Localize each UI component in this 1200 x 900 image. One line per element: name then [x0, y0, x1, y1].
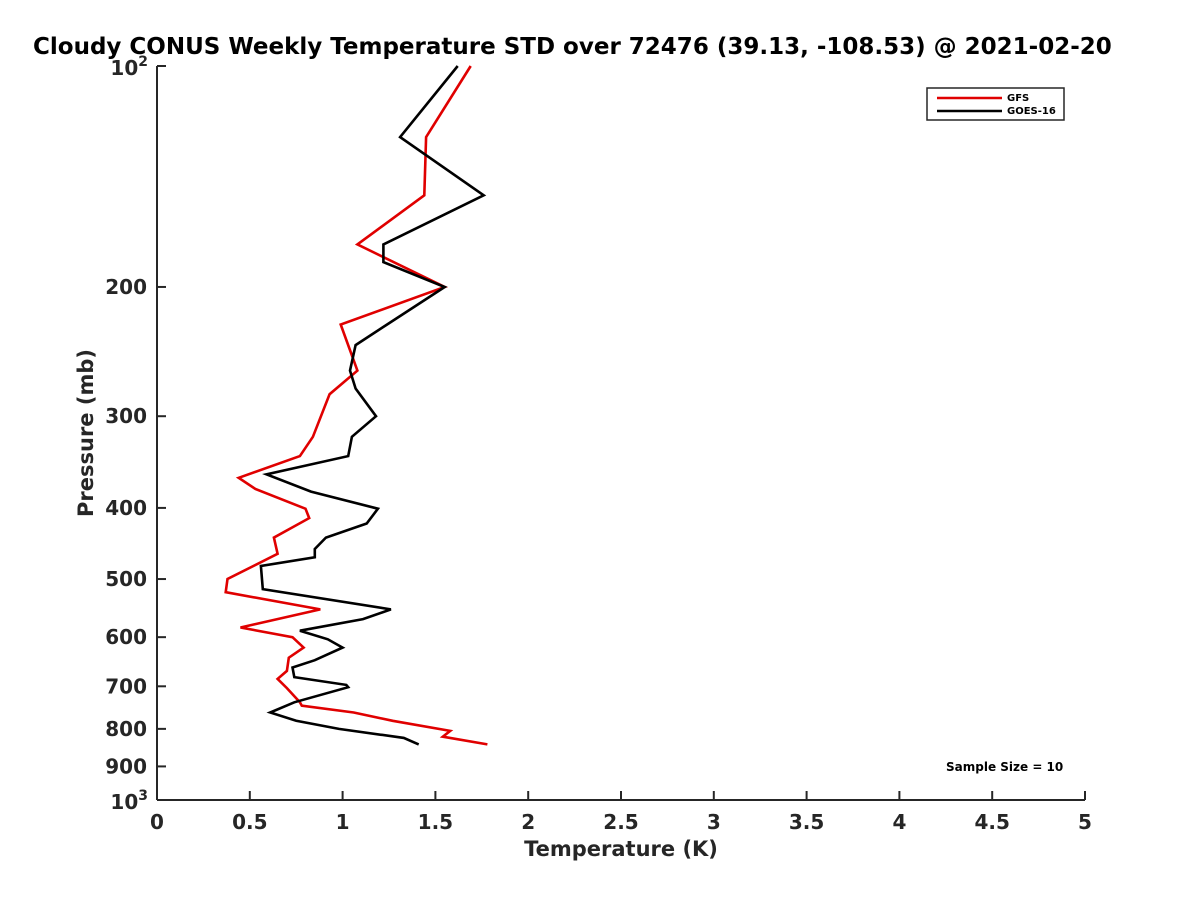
y-tick-label: 200	[105, 275, 147, 299]
y-tick-label-exponent: 3	[138, 788, 148, 804]
y-tick-label: 600	[105, 625, 147, 649]
legend-label-gfs: GFS	[1007, 93, 1029, 104]
y-tick-label: 102	[110, 54, 148, 80]
series-layer	[224, 65, 488, 746]
legend-box	[926, 87, 1065, 121]
series-line-gfs	[224, 65, 488, 746]
y-tick-label: 900	[105, 754, 147, 778]
x-tick-label: 2	[521, 810, 535, 834]
x-tick-label: 3.5	[789, 810, 824, 834]
series-line-goes-16	[259, 65, 487, 746]
x-tick-label: 1	[336, 810, 350, 834]
y-tick-label-exponent: 2	[138, 54, 148, 70]
x-tick-label: 1.5	[418, 810, 453, 834]
legend: GFS GOES-16	[926, 87, 1065, 121]
x-tick-label: 5	[1078, 810, 1092, 834]
y-axis-label: Pressure (mb)	[74, 349, 98, 517]
x-tick-label: 0	[150, 810, 164, 834]
sample-size-annotation: Sample Size = 10	[946, 760, 1063, 774]
x-tick-label: 4	[892, 810, 906, 834]
legend-label-goes16: GOES-16	[1007, 106, 1056, 117]
y-tick-label: 400	[105, 496, 147, 520]
x-axis-label: Temperature (K)	[524, 837, 718, 861]
y-tick-label: 103	[110, 788, 148, 814]
y-tick-label: 500	[105, 567, 147, 591]
y-tick-label: 800	[105, 717, 147, 741]
x-tick-label: 4.5	[974, 810, 1009, 834]
y-tick-label-base: 10	[110, 56, 138, 80]
y-tick-label: 300	[105, 404, 147, 428]
x-tick-label: 0.5	[232, 810, 267, 834]
chart-title: Cloudy CONUS Weekly Temperature STD over…	[33, 34, 1112, 60]
x-ticks: 0 0.5 1 1.5 2 2.5 3 3.5 4 4.5 5	[150, 791, 1092, 834]
x-tick-label: 2.5	[603, 810, 638, 834]
y-tick-label-base: 10	[110, 790, 138, 814]
x-tick-label: 3	[707, 810, 721, 834]
y-tick-label: 700	[105, 674, 147, 698]
